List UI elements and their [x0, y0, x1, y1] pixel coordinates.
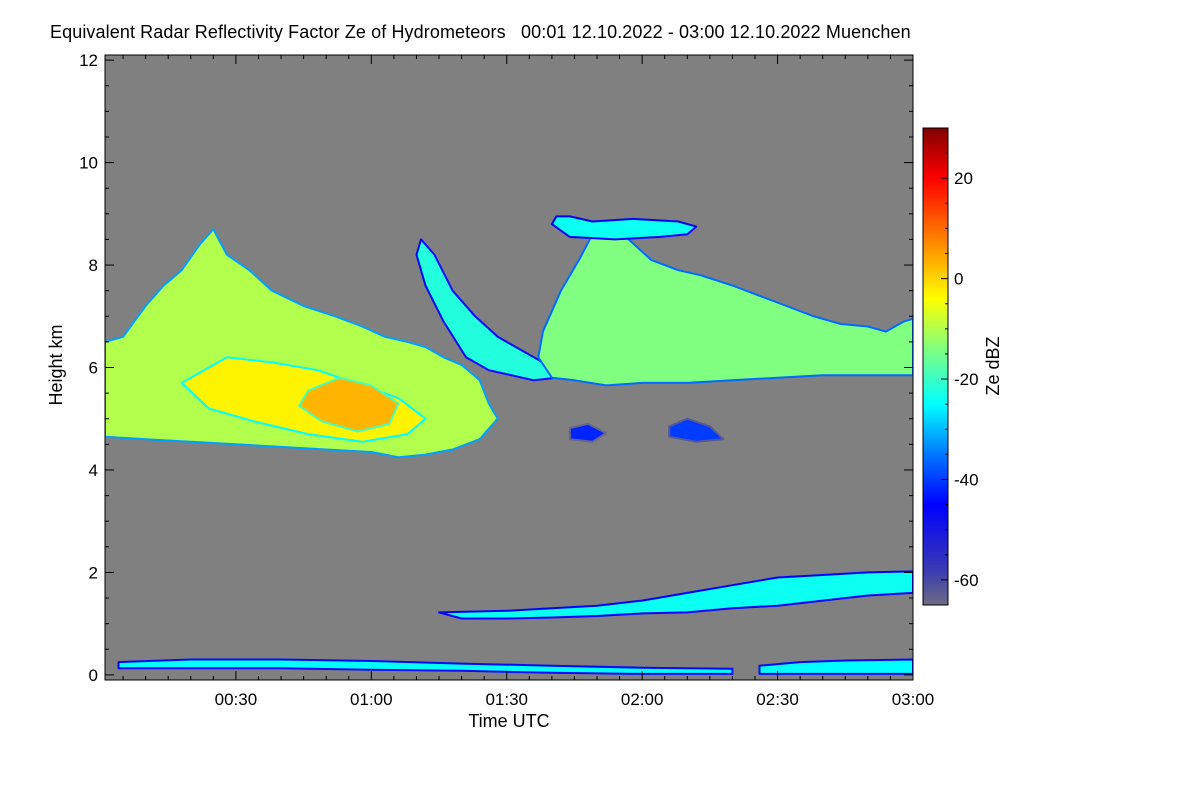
time-range: 00:01 12.10.2022 - 03:00 12.10.2022: [521, 22, 821, 42]
colorbar-title: Ze dBZ: [983, 336, 1003, 395]
region-surface-layer-west: [117, 658, 734, 675]
x-tick-label: 00:30: [215, 690, 258, 709]
region-ice-cloud-east: [537, 223, 913, 387]
colorbar-tick-label: 20: [954, 169, 973, 188]
x-tick-label: 01:30: [485, 690, 528, 709]
title-text: Equivalent Radar Reflectivity Factor Ze …: [50, 22, 506, 42]
y-tick-label: 12: [79, 51, 98, 70]
region-cloud-base-fragments-2: [668, 417, 725, 443]
x-axis-title: Time UTC: [468, 711, 549, 731]
colorbar-tick-label: -60: [954, 571, 979, 590]
region-core-max: [298, 376, 400, 433]
y-tick-label: 4: [89, 461, 98, 480]
x-tick-label: 02:30: [756, 690, 799, 709]
colorbar-ticks: 20 0 -20 -40 -60: [941, 152, 979, 590]
x-axis: 00:30 01:00 01:30 02:00 02:30 03:00: [122, 55, 935, 709]
chart-title: Equivalent Radar Reflectivity Factor Ze …: [50, 22, 911, 43]
x-tick-label: 01:00: [350, 690, 393, 709]
y-tick-label: 0: [89, 666, 98, 685]
region-surface-layer-east: [758, 658, 913, 675]
y-tick-label: 10: [79, 154, 98, 173]
y-tick-label: 2: [89, 563, 98, 582]
colorbar-tick-label: 0: [954, 270, 963, 289]
y-tick-label: 6: [89, 359, 98, 378]
region-cloud-base-fragments: [568, 422, 608, 443]
y-axis-title: Height km: [46, 324, 66, 405]
colorbar-tick-label: -40: [954, 470, 979, 489]
colorbar: [922, 127, 949, 606]
x-tick-label: 03:00: [892, 690, 935, 709]
location: Muenchen: [825, 22, 911, 42]
y-tick-label: 8: [89, 256, 98, 275]
x-tick-label: 02:00: [621, 690, 664, 709]
y-axis: 0 2 4 6 8 10 12: [79, 51, 913, 685]
region-upper-fragments: [550, 215, 698, 241]
reflectivity-regions: [105, 215, 913, 675]
colorbar-tick-label: -20: [954, 370, 979, 389]
region-boundary-layer-band: [438, 570, 913, 620]
